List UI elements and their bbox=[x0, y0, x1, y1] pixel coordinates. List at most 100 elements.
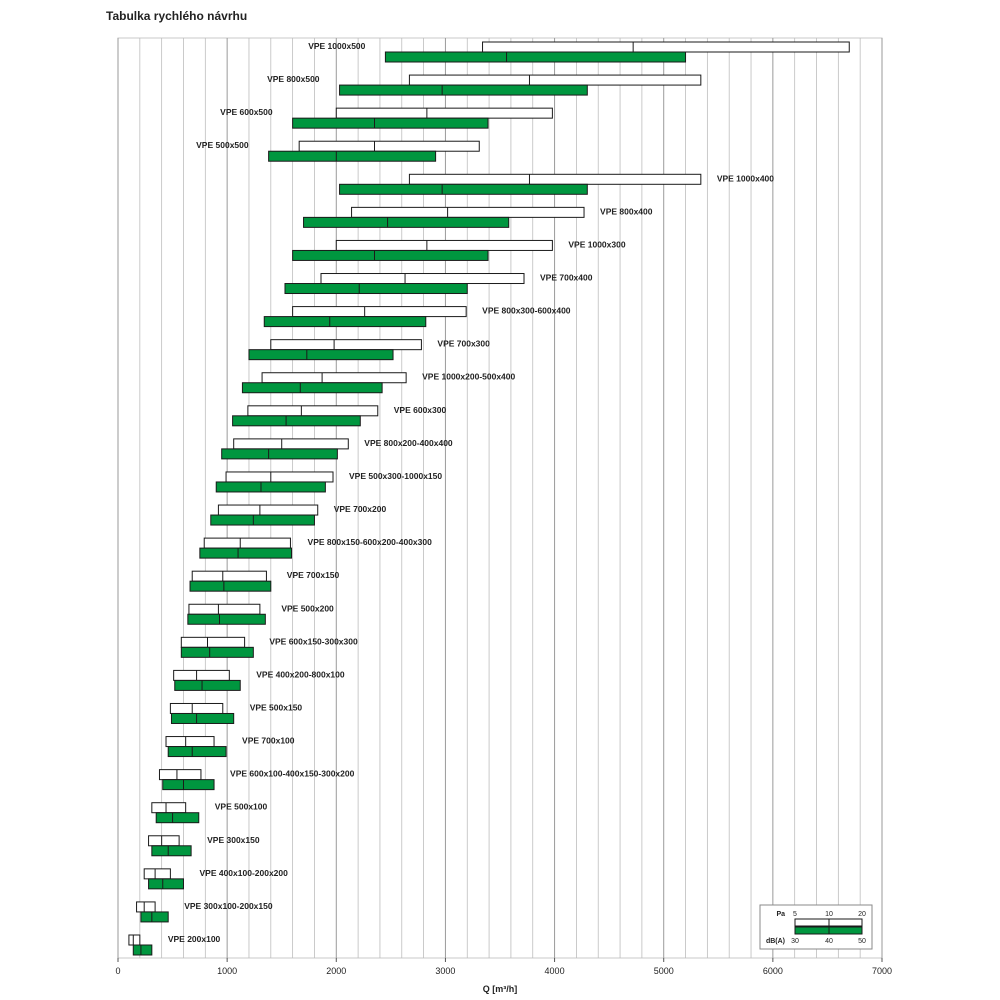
row-26 bbox=[143, 868, 184, 890]
legend-db-tick: 30 bbox=[791, 938, 799, 945]
row-label: VPE 1000x400 bbox=[717, 173, 774, 183]
pressure-bar bbox=[320, 273, 525, 285]
x-tick-label: 3000 bbox=[435, 966, 455, 976]
noise-bar bbox=[303, 216, 510, 228]
pressure-bar bbox=[203, 537, 291, 549]
noise-bar bbox=[339, 183, 588, 195]
noise-bar bbox=[384, 51, 687, 63]
noise-bar bbox=[292, 117, 489, 129]
x-tick-label: 5000 bbox=[654, 966, 674, 976]
row-12 bbox=[232, 405, 379, 427]
pressure-bar bbox=[247, 405, 379, 417]
row-5 bbox=[339, 173, 702, 195]
row-16 bbox=[199, 537, 293, 559]
noise-bar bbox=[167, 746, 227, 758]
row-11 bbox=[241, 372, 407, 394]
row-18 bbox=[187, 603, 266, 625]
chart-title: Tabulka rychlého návrhu bbox=[106, 9, 248, 23]
x-axis: 0 1000 2000 3000 4000 5000 6000 7000 Q [m³/h] bbox=[115, 958, 892, 994]
pressure-bar bbox=[180, 636, 246, 648]
row-label: VPE 1000x300 bbox=[568, 239, 625, 249]
noise-bar bbox=[292, 249, 489, 261]
x-tick-label: 1000 bbox=[217, 966, 237, 976]
row-label: VPE 300x100-200x150 bbox=[184, 901, 273, 911]
noise-bar bbox=[199, 547, 293, 559]
pressure-bar bbox=[128, 934, 141, 946]
pressure-bar bbox=[151, 802, 187, 814]
x-tick-label: 0 bbox=[115, 966, 120, 976]
pressure-bar bbox=[292, 306, 467, 318]
pressure-bar bbox=[143, 868, 171, 880]
pressure-bar bbox=[408, 74, 702, 86]
x-tick-label: 4000 bbox=[545, 966, 565, 976]
noise-bar bbox=[248, 349, 394, 361]
row-label: VPE 800x200-400x400 bbox=[364, 438, 453, 448]
row-label: VPE 800x150-600x200-400x300 bbox=[308, 537, 433, 547]
pressure-bar bbox=[335, 107, 553, 119]
pressure-bar bbox=[191, 570, 267, 582]
row-label: VPE 1000x200-500x400 bbox=[422, 372, 515, 382]
x-axis-label: Q [m³/h] bbox=[483, 984, 518, 994]
range-bars bbox=[128, 41, 850, 956]
legend-db-label: dB(A) bbox=[766, 938, 785, 945]
row-label: VPE 700x200 bbox=[334, 504, 387, 514]
pressure-bar bbox=[270, 339, 422, 351]
row-label: VPE 600x500 bbox=[220, 107, 273, 117]
row-label: VPE 300x150 bbox=[207, 835, 260, 845]
pressure-bar bbox=[482, 41, 850, 53]
noise-bar bbox=[155, 812, 200, 824]
noise-bar bbox=[284, 283, 468, 295]
x-tick-label: 7000 bbox=[872, 966, 892, 976]
row-label: VPE 800x500 bbox=[267, 74, 320, 84]
row-label: VPE 700x100 bbox=[242, 736, 295, 746]
row-label: VPE 200x100 bbox=[168, 934, 221, 944]
legend-pa-tick: 5 bbox=[793, 911, 797, 918]
row-17 bbox=[189, 570, 272, 592]
row-28 bbox=[128, 934, 153, 956]
pressure-bar bbox=[261, 372, 407, 384]
pressure-bar bbox=[188, 603, 261, 615]
row-label: VPE 500x200 bbox=[281, 603, 334, 613]
legend-db-tick: 40 bbox=[825, 938, 833, 945]
pressure-bar bbox=[148, 835, 180, 847]
row-label: VPE 600x100-400x150-300x200 bbox=[230, 769, 355, 779]
noise-bar bbox=[174, 679, 241, 691]
legend-pa-tick: 10 bbox=[825, 911, 833, 918]
legend: Pa 5 10 20 dB(A) 30 40 50 bbox=[759, 904, 873, 950]
pressure-bar bbox=[335, 239, 553, 251]
legend-pa-tick: 20 bbox=[858, 911, 866, 918]
row-1 bbox=[384, 41, 850, 63]
row-label: VPE 400x200-800x100 bbox=[256, 669, 345, 679]
row-labels: VPE 1000x500 VPE 800x500 VPE 600x500 VPE 50… bbox=[168, 41, 774, 944]
row-13 bbox=[221, 438, 349, 460]
row-label: VPE 1000x500 bbox=[308, 41, 365, 51]
row-label: VPE 700x300 bbox=[437, 339, 490, 349]
legend-db-tick: 50 bbox=[858, 938, 866, 945]
noise-bar bbox=[132, 944, 153, 956]
grid-lines bbox=[117, 37, 883, 959]
pressure-bar bbox=[169, 702, 224, 714]
noise-bar bbox=[180, 646, 254, 658]
pressure-bar bbox=[351, 206, 585, 218]
row-3 bbox=[292, 107, 553, 129]
row-23 bbox=[158, 769, 215, 791]
noise-bar bbox=[241, 382, 383, 394]
row-7 bbox=[292, 239, 553, 261]
noise-bar bbox=[170, 712, 235, 724]
noise-bar bbox=[210, 514, 315, 526]
noise-bar bbox=[148, 878, 184, 890]
row-25 bbox=[148, 835, 192, 857]
row-label: VPE 500x300-1000x150 bbox=[349, 471, 442, 481]
row-label: VPE 600x300 bbox=[394, 405, 447, 415]
row-label: VPE 800x400 bbox=[600, 206, 653, 216]
row-8 bbox=[284, 273, 525, 295]
row-20 bbox=[173, 669, 241, 691]
pressure-bar bbox=[298, 140, 480, 152]
noise-bar bbox=[339, 84, 588, 96]
noise-bar bbox=[232, 415, 361, 427]
row-10 bbox=[248, 339, 422, 361]
noise-bar bbox=[162, 779, 215, 791]
pressure-bar bbox=[136, 901, 156, 913]
row-label: VPE 700x400 bbox=[540, 273, 593, 283]
